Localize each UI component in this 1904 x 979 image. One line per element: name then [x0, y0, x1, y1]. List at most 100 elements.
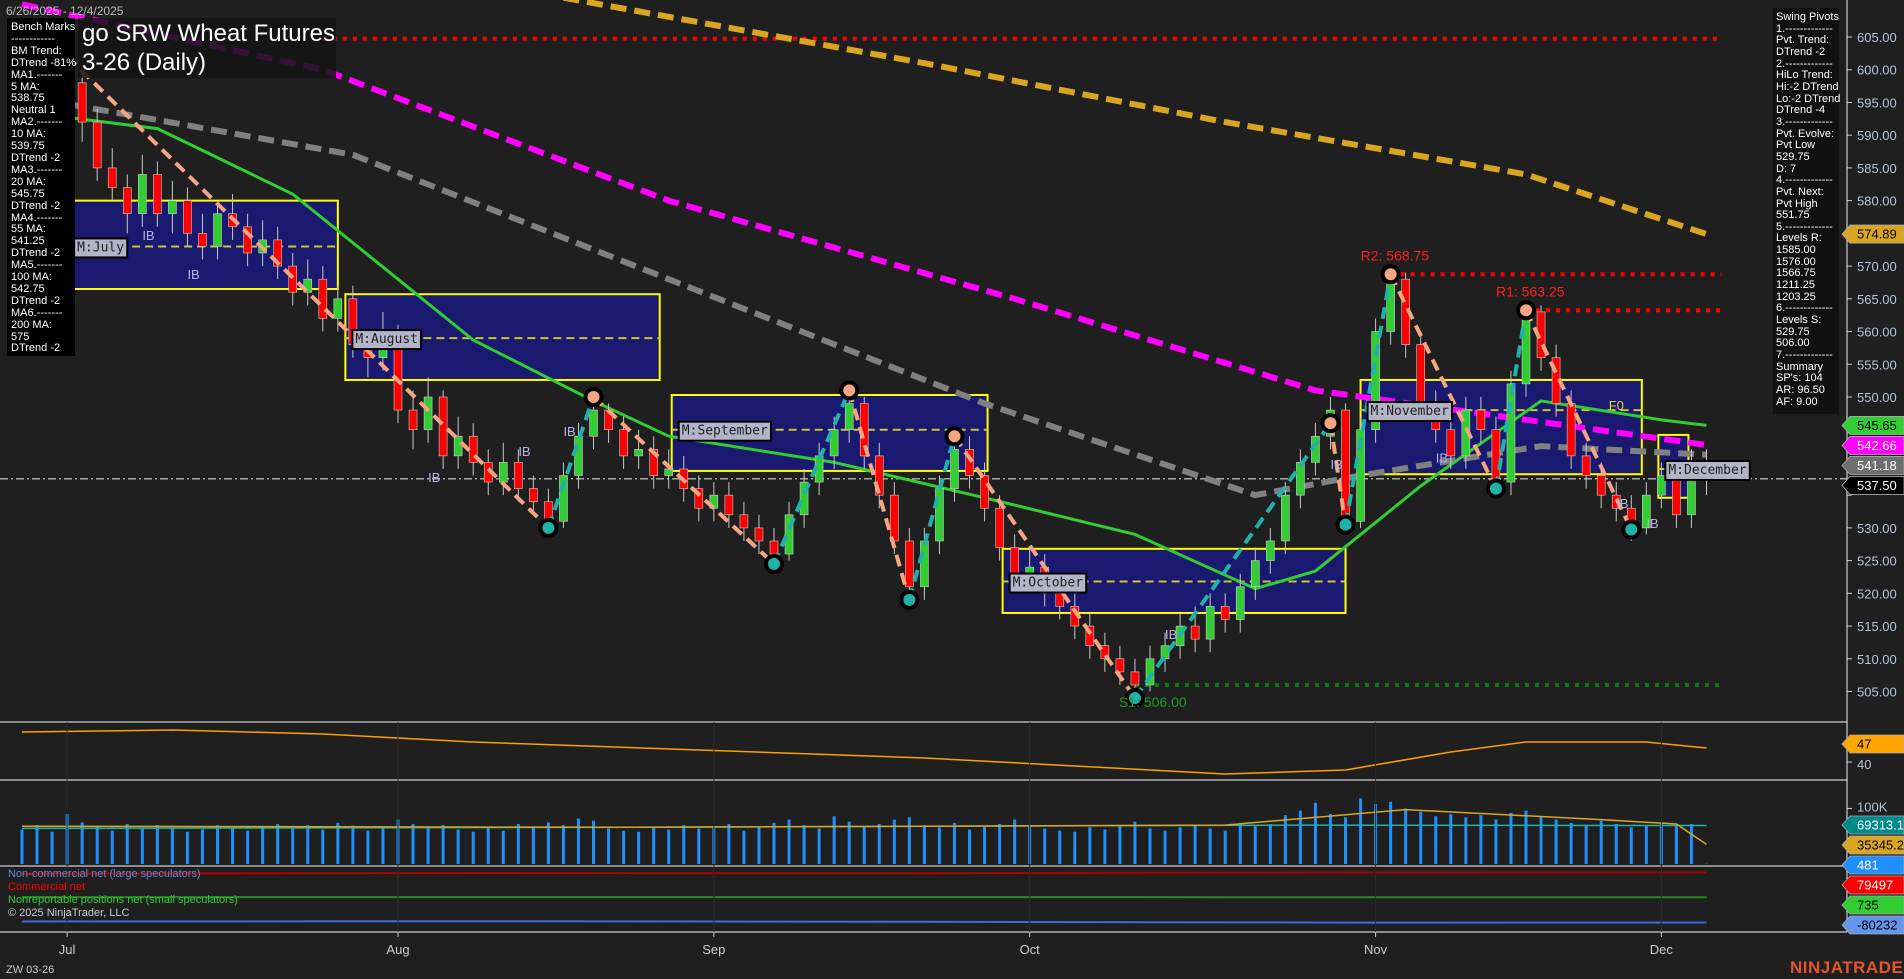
price-tag: 69313.18 — [1841, 815, 1904, 835]
candle-body — [559, 475, 568, 522]
volume-bar — [200, 829, 204, 864]
panel-line: Summary — [1776, 360, 1824, 373]
volume-bar — [1389, 801, 1393, 864]
price-pane: M:July M:August M:September M:October M:Nove… — [0, 0, 1847, 710]
volume-bar — [968, 829, 972, 864]
candle-body — [77, 82, 87, 123]
volume-bar — [1283, 815, 1287, 864]
chart-subtitle: 3-26 (Daily) — [82, 49, 207, 76]
panel-line: 541.25 — [11, 235, 45, 248]
volume-bar — [155, 825, 159, 864]
volume-bar — [80, 822, 84, 864]
candle — [1220, 593, 1230, 633]
volume-bar — [832, 816, 836, 864]
price-tag-shape — [1841, 815, 1904, 835]
volume-bar — [95, 826, 99, 864]
volume-bar — [1614, 824, 1618, 864]
candle-body — [1356, 429, 1365, 522]
panel-line: 3.------------- — [1776, 115, 1833, 128]
candle — [1657, 462, 1666, 509]
volume-bar — [456, 829, 460, 864]
volume-bar — [1328, 814, 1332, 864]
volume-bar — [1298, 810, 1302, 864]
swing-high-marker — [944, 426, 965, 447]
panel-line: 1203.25 — [1776, 290, 1816, 303]
level-label: S1: 506.00 — [1119, 694, 1187, 710]
swing-line — [847, 389, 912, 601]
panel-line: D: 7 — [1776, 162, 1797, 175]
panel-line: DTrend -2 — [11, 199, 61, 212]
candle — [995, 495, 1004, 561]
price-tag-label: 35345.29 — [1857, 838, 1904, 853]
volume-bar — [1464, 817, 1468, 864]
panel-line: 10 MA: — [11, 128, 46, 141]
panel-line: MA2.------- — [11, 116, 63, 129]
cot-line — [21, 871, 1707, 875]
panel-line: Pvt. Trend: — [1776, 34, 1830, 47]
candle-body — [138, 174, 147, 215]
volume-bar — [531, 826, 535, 864]
panel-line: 6.------------- — [1776, 302, 1833, 315]
candle-body — [408, 409, 418, 431]
swing-high-marker — [839, 380, 860, 401]
candle — [905, 527, 914, 600]
volume-bar — [216, 825, 220, 864]
candle-body — [649, 449, 658, 476]
volume-bar — [667, 829, 671, 864]
candle — [273, 226, 282, 280]
x-tick-label: Oct — [1020, 942, 1041, 957]
candle-body — [153, 174, 162, 215]
panel-line: DTrend -4 — [1776, 104, 1826, 117]
candle — [950, 436, 959, 502]
volume-bar — [1419, 811, 1423, 864]
price-tag-label: 541.18 — [1857, 458, 1897, 473]
panel-line: BM Trend: — [11, 44, 62, 57]
volume-bar — [321, 829, 325, 864]
candle — [1266, 527, 1275, 574]
swing-line — [952, 435, 1137, 700]
value-area-label: M:December — [1668, 463, 1746, 478]
volume-bar — [110, 830, 114, 864]
price-tag-shape — [1841, 835, 1904, 855]
candle-body — [1371, 331, 1380, 430]
panel-line: MA5.------- — [11, 259, 63, 272]
value-area-label: M:August — [355, 332, 418, 347]
candle — [107, 148, 117, 201]
instrument-label: ZW 03-26 — [6, 964, 55, 976]
panel-line: 4.------------- — [1776, 174, 1833, 187]
candle — [318, 266, 328, 332]
panel-line: Levels R: — [1776, 232, 1822, 245]
volume-bar — [742, 830, 746, 864]
date-range: 6/26/2025 - 12/4/2025 — [6, 4, 124, 18]
legend-nonreportable: Nonreportable positions net (small specu… — [8, 894, 238, 906]
chart-title: go SRW Wheat Futures — [82, 20, 335, 47]
oscillator-tick-label: 40 — [1857, 757, 1871, 772]
candle — [980, 462, 989, 522]
price-tag-shape — [1841, 476, 1904, 495]
candle-body — [694, 488, 704, 509]
volume-bar — [1103, 829, 1107, 864]
price-tag: 541.18 — [1841, 456, 1904, 475]
price-tag-shape — [1841, 416, 1904, 435]
panel-line: 538.75 — [11, 92, 45, 105]
swing-line — [1343, 273, 1393, 525]
volume-bar — [1163, 830, 1167, 864]
candle-body — [107, 167, 117, 188]
price-tick-label: 520.00 — [1857, 586, 1897, 601]
price-tick-label: 585.00 — [1857, 161, 1897, 176]
volume-average-line — [21, 808, 1707, 846]
panel-line: 5 MA: — [11, 80, 40, 93]
volume-bar — [727, 824, 731, 864]
legend-commercial: Commercial net — [8, 881, 86, 893]
candle-body — [1115, 658, 1125, 673]
volume-bar — [50, 831, 54, 864]
chart-annotation: IB — [518, 444, 530, 459]
price-tick-label: 565.00 — [1857, 292, 1897, 307]
candle-body — [318, 278, 328, 319]
candle-body — [1205, 606, 1215, 640]
volume-bar — [381, 827, 385, 864]
panel-line: DTrend -2 — [11, 151, 61, 164]
ninjatrader-logo: NINJATRADER — [1790, 958, 1904, 977]
panel-line: AR: 96.50 — [1776, 384, 1825, 396]
